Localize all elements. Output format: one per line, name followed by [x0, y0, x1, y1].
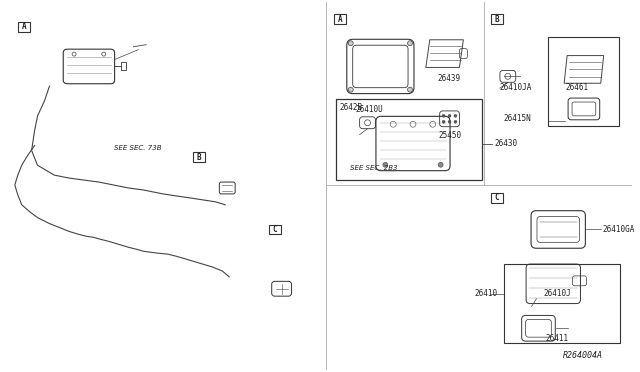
Bar — [193, 153, 205, 162]
Circle shape — [454, 120, 457, 123]
Text: B: B — [495, 15, 499, 23]
Circle shape — [442, 114, 445, 117]
Circle shape — [408, 87, 413, 92]
Text: A: A — [337, 15, 342, 23]
Text: 26410: 26410 — [474, 289, 497, 298]
Circle shape — [383, 162, 388, 167]
Text: C: C — [495, 193, 499, 202]
Circle shape — [454, 114, 457, 117]
Bar — [120, 62, 127, 70]
Bar — [336, 99, 482, 180]
Text: 26410JA: 26410JA — [499, 83, 531, 92]
Text: B: B — [196, 153, 201, 162]
Text: 26410GA: 26410GA — [603, 225, 635, 234]
Text: C: C — [273, 225, 277, 234]
Circle shape — [448, 120, 451, 123]
Circle shape — [348, 41, 353, 46]
Text: 2642B: 2642B — [340, 103, 363, 112]
Text: A: A — [21, 22, 26, 31]
Text: R264004A: R264004A — [563, 351, 603, 360]
Text: 26439: 26439 — [438, 74, 461, 83]
Text: 26411: 26411 — [545, 334, 568, 343]
Bar — [491, 14, 503, 24]
Circle shape — [442, 120, 445, 123]
Circle shape — [408, 41, 413, 46]
Text: 26430: 26430 — [494, 139, 517, 148]
Bar — [334, 14, 346, 24]
Text: 25450: 25450 — [438, 131, 462, 140]
Text: 26410J: 26410J — [543, 289, 571, 298]
Bar — [504, 264, 620, 343]
Text: 26461: 26461 — [565, 83, 588, 92]
Text: SEE SEC. 2B3: SEE SEC. 2B3 — [349, 165, 397, 171]
Circle shape — [448, 114, 451, 117]
Circle shape — [348, 87, 353, 92]
Bar — [548, 37, 620, 126]
Circle shape — [438, 162, 443, 167]
Bar — [269, 225, 280, 234]
Text: 26410U: 26410U — [356, 105, 383, 114]
Text: 26415N: 26415N — [504, 114, 532, 123]
Bar — [491, 193, 503, 203]
Text: SEE SEC. 73B: SEE SEC. 73B — [114, 145, 161, 151]
Bar — [18, 22, 29, 32]
